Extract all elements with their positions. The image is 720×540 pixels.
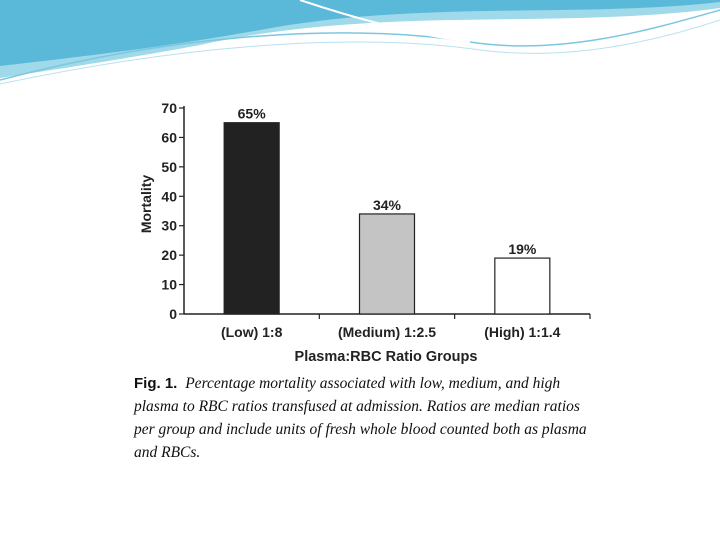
x-tick-label: (High) 1:1.4 <box>484 324 560 340</box>
y-tick-label: 10 <box>161 277 177 293</box>
y-tick-label: 70 <box>161 100 177 116</box>
data-label: 65% <box>238 106 267 122</box>
bar-chart: 0 10 20 30 40 50 60 70 65% 34% 19% (Low) 1:8 (Medi… <box>138 100 591 365</box>
x-tick-labels: (Low) 1:8 (Medium) 1:2.5 (High) 1:1.4 <box>221 324 561 340</box>
y-tick-label: 40 <box>161 188 177 204</box>
y-tick-labels: 0 10 20 30 40 50 60 70 <box>161 100 177 322</box>
figure-caption: Fig. 1. Percentage mortality associated … <box>134 372 598 464</box>
bar <box>223 122 280 315</box>
y-tick-label: 0 <box>169 306 177 322</box>
caption-text: Percentage mortality associated with low… <box>134 375 587 461</box>
y-tick-label: 20 <box>161 247 177 263</box>
data-labels: 65% 34% 19% <box>238 106 537 257</box>
bar <box>358 213 416 315</box>
figure: 0 10 20 30 40 50 60 70 65% 34% 19% (Low) 1:8 (Medi… <box>128 96 600 468</box>
figure-label: Fig. 1. <box>134 375 178 392</box>
bar <box>494 257 551 315</box>
data-label: 19% <box>508 241 537 257</box>
data-label: 34% <box>373 197 402 213</box>
chart-bars <box>223 122 551 315</box>
header-swoosh-decoration <box>0 0 720 85</box>
y-tick-label: 50 <box>161 159 177 175</box>
x-tick-label: (Low) 1:8 <box>221 324 283 340</box>
y-axis-label: Mortality <box>138 175 154 234</box>
y-tick-label: 30 <box>161 218 177 234</box>
x-axis-label: Plasma:RBC Ratio Groups <box>295 349 478 365</box>
y-tick-label: 60 <box>161 129 177 145</box>
x-tick-label: (Medium) 1:2.5 <box>338 324 436 340</box>
